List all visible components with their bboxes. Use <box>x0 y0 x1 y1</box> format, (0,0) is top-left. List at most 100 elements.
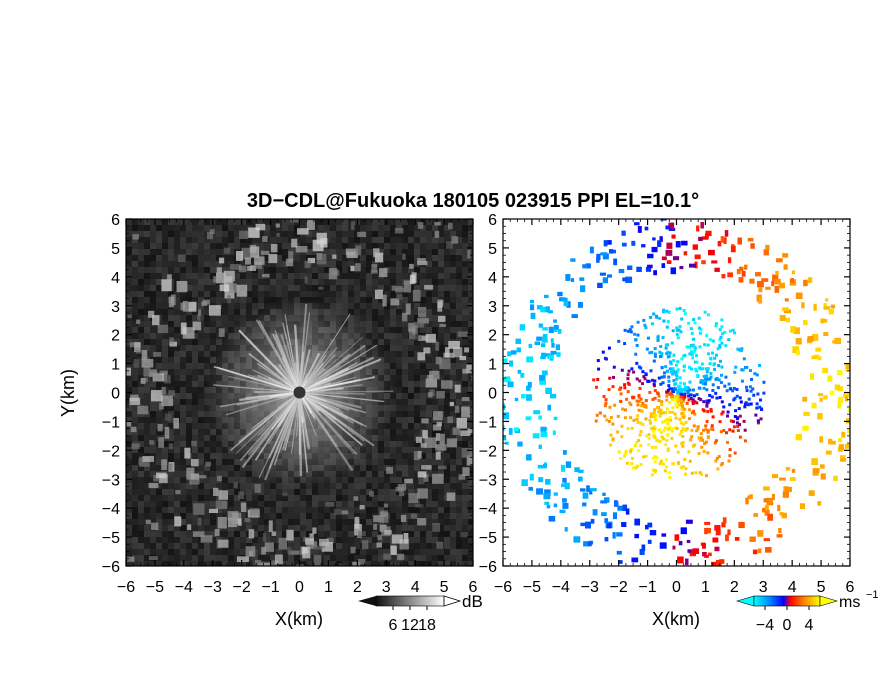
velocity-cell <box>636 464 640 468</box>
reflectivity-cell <box>162 411 168 417</box>
velocity-cell <box>666 355 670 359</box>
velocity-cell <box>701 367 705 371</box>
reflectivity-cell <box>450 555 456 561</box>
reflectivity-cell <box>264 501 270 507</box>
reflectivity-cell <box>324 249 330 255</box>
reflectivity-clutter <box>249 508 260 517</box>
reflectivity-cell <box>468 489 473 495</box>
reflectivity-cell <box>420 363 426 369</box>
velocity-cell <box>647 253 654 259</box>
reflectivity-cell <box>348 285 354 291</box>
reflectivity-cell <box>192 285 198 291</box>
velocity-cell <box>654 445 658 449</box>
reflectivity-clutter <box>297 228 309 235</box>
reflectivity-cell <box>222 303 228 309</box>
reflectivity-clutter <box>240 502 247 513</box>
velocity-cell <box>670 436 674 440</box>
reflectivity-cell <box>138 345 144 351</box>
reflectivity-clutter <box>341 510 349 515</box>
reflectivity-cell <box>378 471 384 477</box>
velocity-cell <box>705 374 709 378</box>
reflectivity-cell <box>168 345 174 351</box>
velocity-cell <box>657 376 661 380</box>
reflectivity-cell <box>468 513 473 519</box>
reflectivity-cell <box>138 489 144 495</box>
velocity-cell <box>676 391 680 395</box>
velocity-cell <box>624 451 628 455</box>
reflectivity-clutter <box>150 390 163 402</box>
reflectivity-cell <box>132 507 138 513</box>
reflectivity-cell <box>378 333 384 339</box>
velocity-cell <box>651 426 655 430</box>
reflectivity-clutter <box>439 358 451 370</box>
reflectivity-cell <box>330 243 336 249</box>
reflectivity-cell <box>138 249 144 255</box>
velocity-cell <box>667 471 671 475</box>
reflectivity-cell <box>342 507 348 513</box>
reflectivity-cell <box>324 261 330 267</box>
reflectivity-cell <box>468 237 473 243</box>
reflectivity-cell <box>228 219 234 225</box>
reflectivity-cell <box>444 339 450 345</box>
velocity-cell <box>667 384 671 388</box>
reflectivity-cell <box>318 513 324 519</box>
reflectivity-clutter <box>437 301 443 312</box>
reflectivity-cell <box>396 273 402 279</box>
reflectivity-cell <box>354 285 360 291</box>
reflectivity-cell <box>360 291 366 297</box>
reflectivity-cell <box>384 285 390 291</box>
reflectivity-cell <box>132 315 138 321</box>
velocity-cell <box>673 426 677 430</box>
reflectivity-cell <box>420 507 426 513</box>
reflectivity-cell <box>432 507 438 513</box>
velocity-cell <box>516 347 521 353</box>
reflectivity-cell <box>390 237 396 243</box>
velocity-cell <box>687 398 691 402</box>
velocity-cell <box>629 403 633 407</box>
reflectivity-cell <box>462 309 468 315</box>
reflectivity-cell <box>342 219 348 225</box>
velocity-cell <box>644 434 648 438</box>
velocity-cell <box>585 263 591 269</box>
reflectivity-clutter <box>198 475 207 479</box>
velocity-cell <box>716 386 720 390</box>
reflectivity-cell <box>384 561 390 566</box>
reflectivity-cell <box>306 267 312 273</box>
reflectivity-cell <box>414 555 420 561</box>
reflectivity-cell <box>240 549 246 555</box>
velocity-cell <box>803 279 808 287</box>
reflectivity-clutter <box>408 328 416 340</box>
reflectivity-cell <box>132 471 138 477</box>
reflectivity-cell <box>432 399 438 405</box>
reflectivity-cell <box>456 225 462 231</box>
velocity-cell <box>623 383 627 387</box>
reflectivity-cell <box>168 381 174 387</box>
reflectivity-clutter <box>355 245 362 256</box>
reflectivity-cell <box>216 237 222 243</box>
reflectivity-cell <box>144 267 150 273</box>
velocity-cell <box>759 417 763 421</box>
velocity-cell <box>715 456 719 460</box>
reflectivity-clutter <box>167 274 172 283</box>
reflectivity-cell <box>186 423 192 429</box>
reflectivity-cell <box>324 549 330 555</box>
reflectivity-cell <box>312 537 318 543</box>
reflectivity-cell <box>168 531 174 537</box>
reflectivity-cell <box>432 357 438 363</box>
velocity-cell <box>742 419 746 423</box>
reflectivity-clutter <box>391 534 403 544</box>
reflectivity-cell <box>348 273 354 279</box>
reflectivity-cell <box>282 267 288 273</box>
reflectivity-cell <box>468 321 473 327</box>
reflectivity-cell <box>444 519 450 525</box>
reflectivity-cell <box>396 291 402 297</box>
reflectivity-cell <box>138 297 144 303</box>
velocity-cell <box>514 397 519 402</box>
reflectivity-cell <box>210 255 216 261</box>
reflectivity-cell <box>348 483 354 489</box>
reflectivity-cell <box>168 327 174 333</box>
reflectivity-cell <box>168 351 174 357</box>
reflectivity-cell <box>396 321 402 327</box>
velocity-cell <box>661 420 665 424</box>
reflectivity-cell <box>174 555 180 561</box>
